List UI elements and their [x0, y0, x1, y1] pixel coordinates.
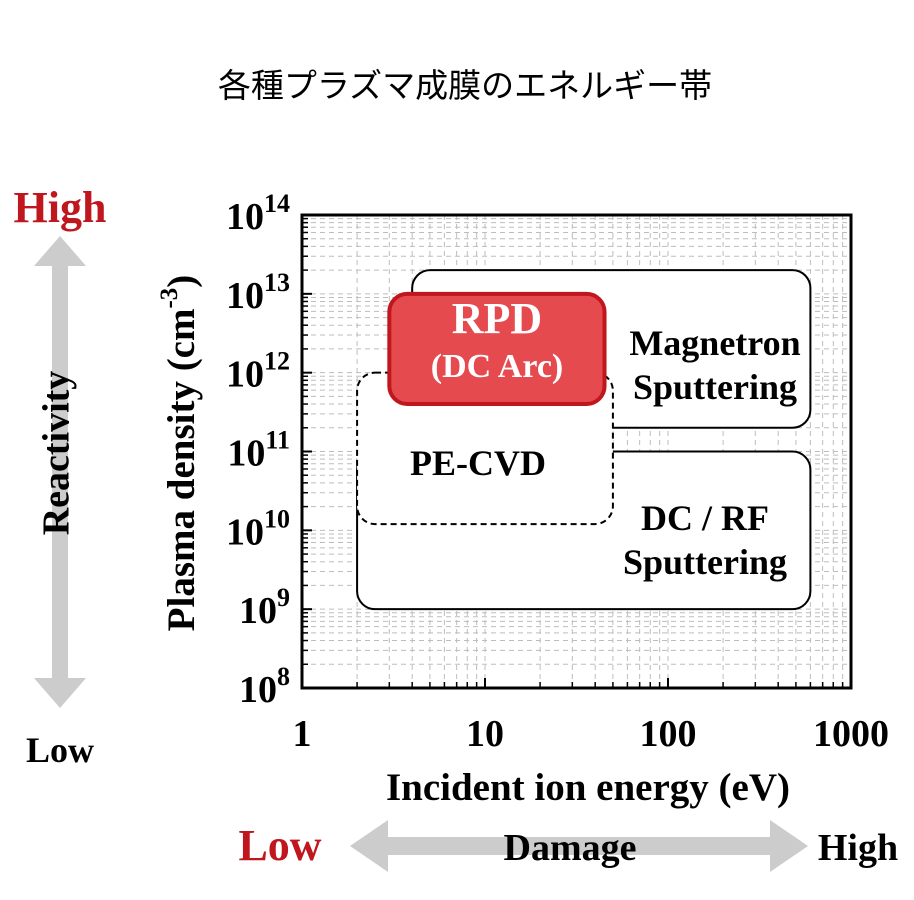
region-label: (DC Arc) — [431, 348, 564, 385]
y-tick-base: 10 — [226, 354, 264, 396]
y-tick-label: 108 — [239, 662, 290, 711]
damage-low-label: Low — [238, 821, 321, 870]
region-label: RPD — [452, 294, 542, 343]
y-axis-label: Plasma density (cm-3) — [156, 275, 203, 632]
y-tick-label: 1010 — [226, 504, 290, 553]
damage-label: Damage — [504, 827, 637, 869]
y-tick-exponent: 8 — [277, 662, 290, 691]
reactivity-low-label: Low — [26, 730, 94, 770]
reactivity-arrow — [34, 236, 86, 708]
y-tick-exponent: 9 — [277, 583, 290, 612]
region-label: Magnetron — [629, 323, 800, 363]
y-tick-base: 10 — [226, 275, 264, 317]
region-label: PE-CVD — [410, 443, 546, 483]
plot-area: DC / RFSputteringMagnetronSputteringPE-C… — [226, 189, 889, 755]
y-tick-label: 109 — [239, 583, 290, 632]
y-axis-label-exp: -3 — [156, 288, 183, 309]
reactivity-label: Reactivity — [36, 371, 78, 536]
y-axis-label-main: Plasma density (cm — [160, 309, 203, 632]
region-label: DC / RF — [641, 498, 769, 538]
y-tick-label: 1012 — [226, 347, 290, 396]
x-axis-label: Incident ion energy (eV) — [386, 766, 790, 809]
x-tick-label: 1 — [293, 713, 312, 755]
y-tick-base: 10 — [239, 590, 277, 632]
damage-high-label: High — [818, 827, 898, 869]
x-tick-label: 1000 — [813, 713, 889, 755]
region-label: Sputtering — [633, 367, 797, 407]
y-tick-base: 10 — [239, 669, 277, 711]
y-axis-label-close: ) — [160, 275, 203, 288]
y-tick-exponent: 14 — [264, 189, 290, 218]
y-tick-exponent: 12 — [264, 347, 290, 376]
region-box — [387, 291, 607, 407]
y-tick-base: 10 — [227, 433, 265, 475]
y-tick-exponent: 13 — [264, 268, 290, 297]
reactivity-high-label: High — [14, 183, 107, 232]
region-label: Sputtering — [623, 542, 787, 582]
x-tick-label: 10 — [466, 713, 504, 755]
y-tick-base: 10 — [226, 196, 264, 238]
region-box — [356, 371, 614, 526]
damage-arrow — [350, 820, 808, 872]
y-tick-label: 1011 — [227, 426, 290, 475]
chart-title: 各種プラズマ成膜のエネルギー帯 — [218, 66, 712, 105]
y-tick-label: 1013 — [226, 268, 290, 317]
y-tick-label: 1014 — [226, 189, 290, 238]
y-tick-exponent: 11 — [265, 426, 290, 455]
x-tick-label: 100 — [640, 713, 697, 755]
y-tick-base: 10 — [226, 511, 264, 553]
y-tick-exponent: 10 — [264, 504, 290, 533]
